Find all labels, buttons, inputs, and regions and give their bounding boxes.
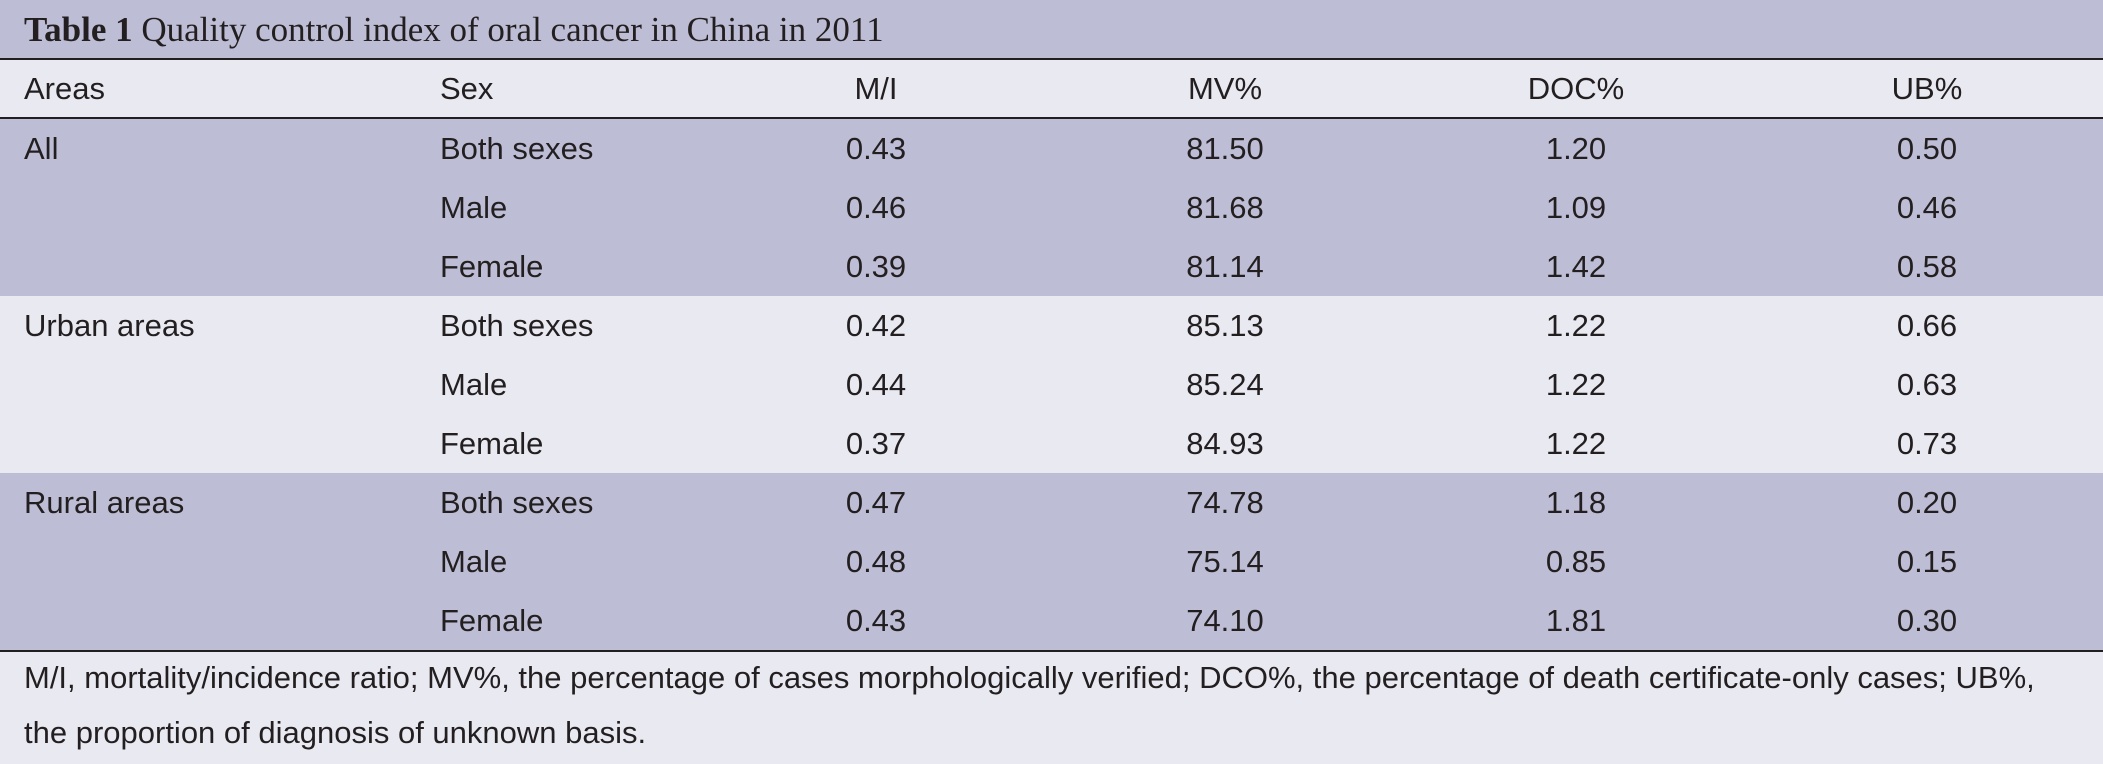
cell-ub: 0.30 <box>1896 603 1958 638</box>
cell-mi: 0.48 <box>845 544 907 579</box>
cell-mv: 74.10 <box>1186 603 1264 638</box>
cell-area: Rural areas <box>24 485 185 520</box>
cell-ub: 0.73 <box>1896 426 1958 461</box>
cell-ub: 0.20 <box>1896 485 1958 520</box>
cell-sex: Male <box>440 367 508 402</box>
cell-mv: 81.14 <box>1186 249 1264 284</box>
cell-area: Urban areas <box>24 308 195 343</box>
cell-doc: 1.42 <box>1545 249 1607 284</box>
table-row: Female 0.39 81.14 1.42 0.58 <box>0 237 2103 296</box>
column-header-areas: Areas <box>24 71 105 106</box>
column-header-doc: DOC% <box>1527 71 1625 106</box>
cell-sex: Male <box>440 190 508 225</box>
cell-doc: 1.09 <box>1545 190 1607 225</box>
column-header-mv: MV% <box>1187 71 1263 106</box>
cell-sex: Female <box>440 603 544 638</box>
cell-mi: 0.46 <box>845 190 907 225</box>
cell-mi: 0.39 <box>845 249 907 284</box>
cell-sex: Female <box>440 249 544 284</box>
header-rule <box>0 117 2103 119</box>
top-rule <box>0 58 2103 60</box>
column-header-sex: Sex <box>440 71 494 106</box>
table-row: Urban areas Both sexes 0.42 85.13 1.22 0.66 <box>0 296 2103 355</box>
table-row: Female 0.43 74.10 1.81 0.30 <box>0 591 2103 650</box>
cell-mv: 84.93 <box>1186 426 1264 461</box>
cell-doc: 1.22 <box>1545 308 1607 343</box>
cell-mv: 81.68 <box>1186 190 1264 225</box>
cell-sex: Both sexes <box>440 308 594 343</box>
cell-sex: Both sexes <box>440 131 594 166</box>
cell-sex: Female <box>440 426 544 461</box>
cell-mi: 0.42 <box>845 308 907 343</box>
cell-mi: 0.37 <box>845 426 907 461</box>
table-row: Female 0.37 84.93 1.22 0.73 <box>0 414 2103 473</box>
cell-doc: 1.20 <box>1545 131 1607 166</box>
cell-mv: 85.13 <box>1186 308 1264 343</box>
cell-sex: Male <box>440 544 508 579</box>
bottom-rule <box>0 650 2103 652</box>
table-title: Table 1 Quality control index of oral ca… <box>0 0 2103 58</box>
table-row: Rural areas Both sexes 0.47 74.78 1.18 0.20 <box>0 473 2103 532</box>
cell-area: All <box>24 131 59 166</box>
cell-doc: 0.85 <box>1545 544 1607 579</box>
cell-ub: 0.66 <box>1896 308 1958 343</box>
cell-ub: 0.63 <box>1896 367 1958 402</box>
cell-ub: 0.15 <box>1896 544 1958 579</box>
cell-mi: 0.43 <box>845 131 907 166</box>
table-footnote: M/I, mortality/incidence ratio; MV%, the… <box>24 660 2035 750</box>
table-title-text: Quality control index of oral cancer in … <box>141 10 884 49</box>
column-header-ub: UB% <box>1891 71 1963 106</box>
header-row: Areas Sex M/I MV% DOC% UB% <box>0 60 2103 118</box>
cell-doc: 1.81 <box>1545 603 1607 638</box>
cell-mi: 0.43 <box>845 603 907 638</box>
cell-mv: 74.78 <box>1186 485 1264 520</box>
cell-ub: 0.50 <box>1896 131 1958 166</box>
cell-mv: 85.24 <box>1186 367 1264 402</box>
table-row: Male 0.48 75.14 0.85 0.15 <box>0 532 2103 591</box>
cell-mi: 0.47 <box>845 485 907 520</box>
table-row: All Both sexes 0.43 81.50 1.20 0.50 <box>0 119 2103 178</box>
cell-ub: 0.58 <box>1896 249 1958 284</box>
cell-sex: Both sexes <box>440 485 594 520</box>
cell-doc: 1.22 <box>1545 367 1607 402</box>
cell-doc: 1.22 <box>1545 426 1607 461</box>
column-header-mi: M/I <box>854 71 898 106</box>
cell-ub: 0.46 <box>1896 190 1958 225</box>
table-title-label: Table 1 <box>24 10 133 49</box>
table-row: Male 0.46 81.68 1.09 0.46 <box>0 178 2103 237</box>
cell-mv: 81.50 <box>1186 131 1264 166</box>
table-row: Male 0.44 85.24 1.22 0.63 <box>0 355 2103 414</box>
cell-mv: 75.14 <box>1186 544 1264 579</box>
cell-mi: 0.44 <box>845 367 907 402</box>
cell-doc: 1.18 <box>1545 485 1607 520</box>
